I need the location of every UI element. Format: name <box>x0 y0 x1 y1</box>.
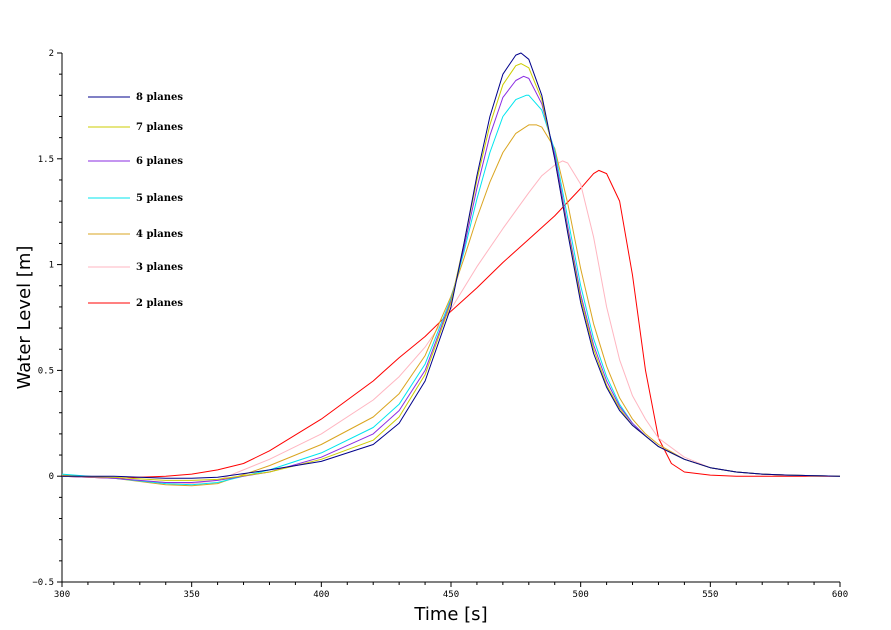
legend-label: 3 planes <box>136 262 183 273</box>
legend-label: 4 planes <box>136 229 183 240</box>
series-line <box>62 52 841 479</box>
y-tick-label: −0.5 <box>32 578 54 588</box>
series-line <box>61 160 841 485</box>
legend-label: 6 planes <box>136 156 183 167</box>
y-tick-label: 1.5 <box>38 155 54 165</box>
y-tick-label: 1 <box>49 261 54 271</box>
x-tick-label: 450 <box>443 590 459 600</box>
axes: 300 350 400 450 500 550 600 −0.5 0 0.5 1 1.5 2 <box>32 49 848 600</box>
legend: 8 planes 7 planes 6 planes 5 planes 4 planes… <box>88 92 183 309</box>
series-line <box>61 75 841 483</box>
y-axis-title: Water Level [m] <box>14 246 35 390</box>
series-line <box>61 124 841 487</box>
y-tick-label: 2 <box>49 49 54 59</box>
series-line <box>61 169 840 479</box>
y-tick-label: 0 <box>49 472 54 482</box>
legend-label: 5 planes <box>136 193 183 204</box>
y-tick-label: 0.5 <box>38 366 54 376</box>
legend-label: 8 planes <box>136 92 183 103</box>
legend-label: 2 planes <box>136 298 183 309</box>
legend-label: 7 planes <box>136 122 183 133</box>
x-tick-label: 550 <box>702 590 718 600</box>
x-tick-label: 600 <box>832 590 848 600</box>
series-line <box>61 94 841 486</box>
x-tick-label: 300 <box>54 590 70 600</box>
x-tick-label: 500 <box>573 590 589 600</box>
x-axis-title: Time [s] <box>413 604 487 625</box>
x-tick-label: 350 <box>184 590 200 600</box>
x-tick-label: 400 <box>313 590 329 600</box>
series-layer <box>61 52 841 487</box>
